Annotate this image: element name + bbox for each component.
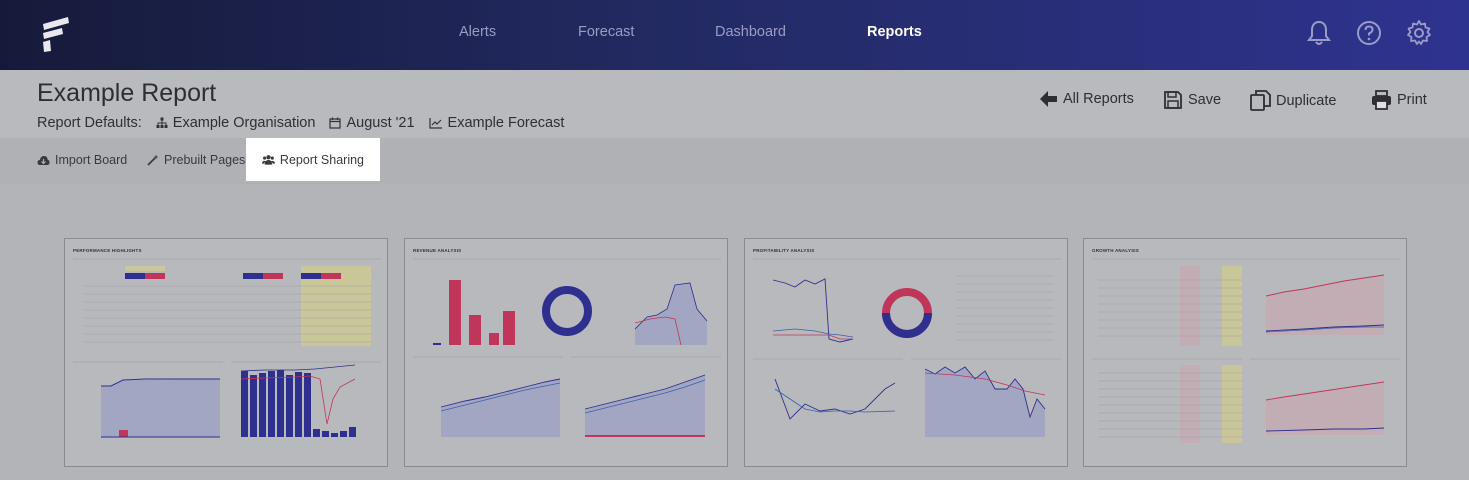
report-page-card[interactable]: PERFORMANCE HIGHLIGHTS [64,238,388,467]
period-selector[interactable]: August '21 [329,115,415,131]
help-icon[interactable] [1355,19,1383,47]
report-pages-area: PERFORMANCE HIGHLIGHTS [0,184,1469,480]
calendar-icon [329,117,342,129]
cloud-download-icon [37,155,50,165]
duplicate-icon [1250,90,1271,111]
gear-icon[interactable] [1405,19,1433,47]
magic-wand-icon [147,154,159,166]
nav-item-dashboard[interactable]: Dashboard [715,24,786,40]
print-button[interactable]: Print [1371,90,1427,110]
top-nav-bar: Alerts Forecast Dashboard Reports [0,0,1469,70]
report-page-title: PROFITABILITY ANALYSIS [753,248,815,253]
duplicate-label: Duplicate [1276,92,1337,109]
period-label: August '21 [346,115,415,131]
revenue-analysis-preview [413,258,721,437]
report-defaults: Report Defaults: Example Organisation Au… [37,115,578,131]
report-sharing-button[interactable]: Report Sharing [246,138,380,181]
org-chart-icon [156,117,168,128]
import-board-label: Import Board [55,153,128,167]
report-page-title: REVENUE ANALYSIS [413,248,462,253]
users-icon [262,155,275,165]
nav-item-alerts[interactable]: Alerts [459,24,497,40]
report-page-card[interactable]: REVENUE ANALYSIS [404,238,728,467]
performance-highlights-preview [73,258,381,438]
prebuilt-pages-label: Prebuilt Pages [164,153,246,167]
all-reports-button[interactable]: All Reports [1039,90,1134,108]
growth-analysis-preview [1092,258,1400,443]
report-header: Example Report Report Defaults: Example … [0,70,1469,138]
app-logo[interactable] [40,14,72,54]
forecast-label: Example Forecast [447,115,565,131]
print-label: Print [1397,92,1427,108]
nav-item-forecast[interactable]: Forecast [578,24,635,40]
nav-item-reports[interactable]: Reports [867,24,922,40]
report-page-title: GROWTH ANALYSIS [1092,248,1139,253]
print-icon [1372,90,1391,110]
bell-icon[interactable] [1305,19,1333,47]
forecast-selector[interactable]: Example Forecast [428,115,565,131]
profitability-analysis-preview [753,258,1061,437]
report-page-card[interactable]: PROFITABILITY ANALYSIS [744,238,1068,467]
line-chart-icon [428,118,442,129]
organisation-selector[interactable]: Example Organisation [156,115,316,131]
save-icon [1164,91,1182,109]
duplicate-button[interactable]: Duplicate [1250,90,1336,111]
report-sharing-label: Report Sharing [279,152,364,167]
all-reports-label: All Reports [1063,91,1134,107]
report-toolbar: Import Board Prebuilt Pages Report Shari… [0,138,1469,184]
save-button[interactable]: Save [1163,90,1221,110]
arrow-left-icon [1040,91,1057,107]
save-label: Save [1188,92,1222,108]
report-page-card[interactable]: GROWTH ANALYSIS [1083,238,1407,467]
organisation-label: Example Organisation [172,115,316,131]
defaults-label: Report Defaults: [37,115,142,131]
report-page-title: PERFORMANCE HIGHLIGHTS [73,248,142,253]
prebuilt-pages-button[interactable]: Prebuilt Pages [147,138,245,182]
import-board-button[interactable]: Import Board [37,138,127,182]
page-title: Example Report [37,79,217,107]
